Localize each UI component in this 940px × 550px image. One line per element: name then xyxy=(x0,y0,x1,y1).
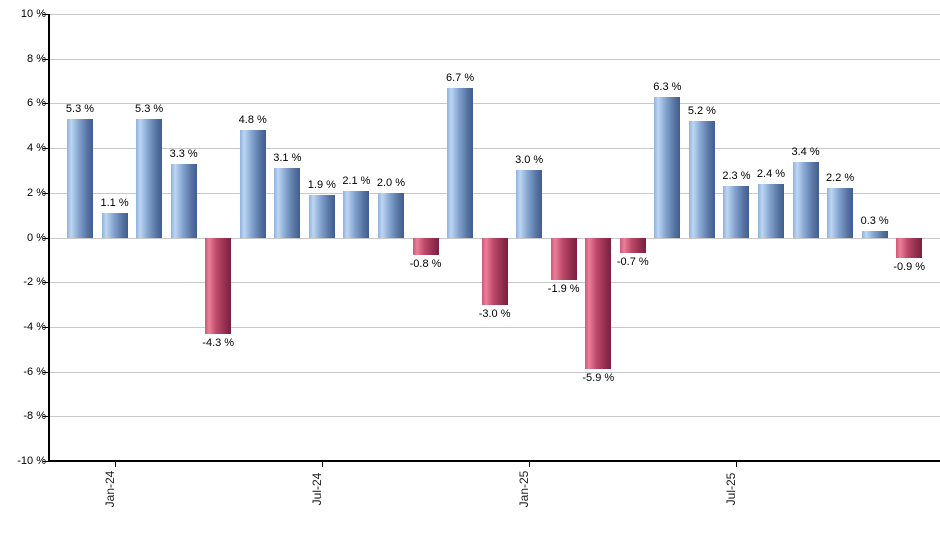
y-axis-tick-label: -10 % xyxy=(17,455,46,467)
y-axis-tick xyxy=(43,193,49,194)
bar-value-label: 4.8 % xyxy=(238,114,267,126)
bar-positive xyxy=(343,191,369,238)
x-axis-tick xyxy=(115,461,116,467)
gridline xyxy=(49,327,940,328)
bar-negative xyxy=(482,238,508,305)
bar-value-label: 5.3 % xyxy=(135,103,164,115)
y-axis-tick-label: 6 % xyxy=(27,97,46,109)
bar-negative xyxy=(205,238,231,334)
bar-value-label: -3.0 % xyxy=(478,308,511,320)
bar-positive xyxy=(240,130,266,238)
y-axis-line xyxy=(48,14,50,462)
bar-positive xyxy=(102,213,128,238)
y-axis-tick-label: -8 % xyxy=(23,410,46,422)
bar-positive xyxy=(136,119,162,238)
y-axis-tick xyxy=(43,148,49,149)
bar-value-label: 0.3 % xyxy=(860,215,889,227)
x-axis-tick-label: Jan-24 xyxy=(103,470,117,508)
gridline xyxy=(49,372,940,373)
bar-positive xyxy=(758,184,784,238)
y-axis-tick xyxy=(43,372,49,373)
y-axis-tick xyxy=(43,416,49,417)
x-axis-tick xyxy=(736,461,737,467)
bar-value-label: 1.1 % xyxy=(100,197,129,209)
y-axis-tick-label: -6 % xyxy=(23,366,46,378)
y-axis-tick-label: 2 % xyxy=(27,187,46,199)
bar-value-label: -0.9 % xyxy=(893,261,926,273)
bar-value-label: 2.0 % xyxy=(376,177,406,189)
x-axis-tick-label: Jul-25 xyxy=(724,472,738,506)
gridline xyxy=(49,59,940,60)
bar-value-label: 3.1 % xyxy=(273,152,302,164)
bar-value-label: 2.4 % xyxy=(756,168,786,180)
bar-value-label: 1.9 % xyxy=(307,179,336,191)
y-axis-tick xyxy=(43,59,49,60)
bar-negative xyxy=(413,238,439,255)
y-axis-tick-label: 10 % xyxy=(20,8,46,20)
gridline xyxy=(49,193,940,194)
x-axis-tick-label: Jan-25 xyxy=(517,470,531,508)
bar-positive xyxy=(827,188,853,238)
x-axis-tick xyxy=(322,461,323,467)
bar-negative xyxy=(620,238,646,253)
bar-value-label: -1.9 % xyxy=(547,283,580,295)
bar-positive xyxy=(309,195,335,238)
bar-value-label: -4.3 % xyxy=(202,337,235,349)
bar-value-label: -0.8 % xyxy=(409,258,442,270)
y-axis-tick-label: 8 % xyxy=(27,53,46,65)
bar-negative xyxy=(896,238,922,258)
y-axis-tick xyxy=(43,327,49,328)
y-axis-tick xyxy=(43,282,49,283)
y-axis-tick xyxy=(43,461,49,462)
y-axis-tick-label: 0 % xyxy=(27,232,46,244)
bar-value-label: 3.0 % xyxy=(515,154,544,166)
y-axis-tick-label: -4 % xyxy=(23,321,46,333)
y-axis-tick-label: -2 % xyxy=(23,276,46,288)
bar-negative xyxy=(585,238,611,369)
bar-positive xyxy=(793,162,819,238)
bar-value-label: 3.4 % xyxy=(791,146,820,158)
gridline xyxy=(49,148,940,149)
y-axis-tick xyxy=(43,14,49,15)
bar-positive xyxy=(654,97,680,238)
bar-negative xyxy=(551,238,577,280)
bar-value-label: 2.3 % xyxy=(722,170,751,182)
bar-positive xyxy=(447,88,473,238)
gridline xyxy=(49,103,940,104)
bar-positive xyxy=(171,164,197,238)
bar-value-label: 5.2 % xyxy=(687,105,716,117)
x-axis-line xyxy=(48,460,940,462)
bar-value-label: 6.7 % xyxy=(445,72,475,84)
x-axis-tick xyxy=(529,461,530,467)
bar-value-label: 5.3 % xyxy=(65,103,95,115)
bar-value-label: -0.7 % xyxy=(616,256,649,268)
bar-positive xyxy=(67,119,93,238)
y-axis-tick xyxy=(43,238,49,239)
bar-value-label: 3.3 % xyxy=(169,148,198,160)
bar-positive xyxy=(862,231,888,238)
bar-value-label: -5.9 % xyxy=(582,372,615,384)
bar-positive xyxy=(274,168,300,238)
bar-positive xyxy=(378,193,404,238)
bar-value-label: 2.2 % xyxy=(826,172,855,184)
bar-value-label: 6.3 % xyxy=(653,81,682,93)
gridline xyxy=(49,14,940,15)
gridline xyxy=(49,416,940,417)
y-axis-tick xyxy=(43,103,49,104)
bar-positive xyxy=(689,121,715,238)
x-axis-tick-label: Jul-24 xyxy=(310,472,324,506)
bar-positive xyxy=(516,170,542,238)
bar-value-label: 2.1 % xyxy=(342,175,371,187)
bar-positive xyxy=(723,186,749,238)
y-axis-tick-label: 4 % xyxy=(27,142,46,154)
